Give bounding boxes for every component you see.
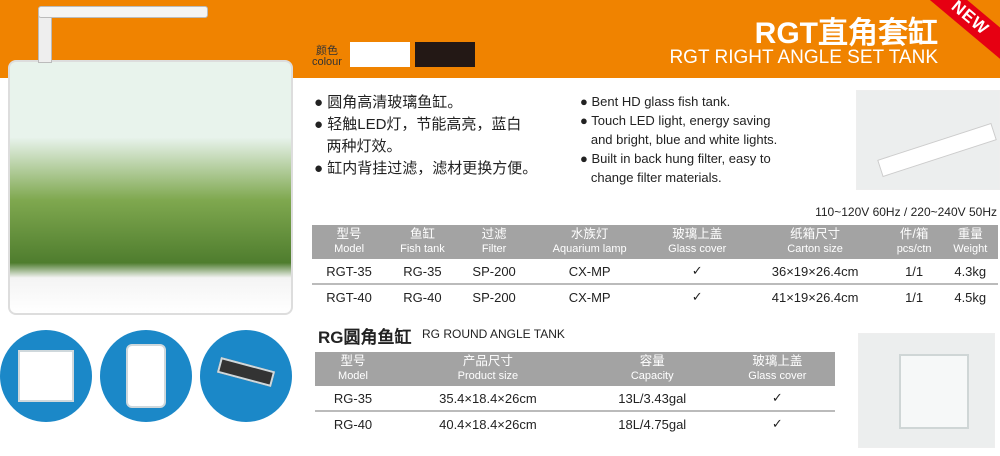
column-header: 玻璃上盖 Glass cover — [649, 225, 745, 259]
feature-cn: 两种灯效。 — [314, 138, 402, 155]
table-cell: 41×19×26.4cm — [744, 283, 886, 309]
table-row: RGT-35 RG-35 SP-200 CX-MP ✓ 36×19×26.4cm 1/1 4.… — [312, 259, 998, 284]
table-cell: RG-35 — [403, 263, 442, 279]
column-header: 容量 Capacity — [584, 352, 720, 386]
feature-cn: ● 轻触LED灯，节能高亮，蓝白 — [314, 116, 522, 133]
table-cell: 35.4×18.4×26cm — [439, 390, 537, 406]
led-lamp-image — [38, 6, 208, 18]
table-cell: ✓ — [649, 283, 745, 309]
column-header: 型号 Model — [312, 225, 387, 259]
round-tank-title-cn: RG圆角鱼缸 — [318, 328, 412, 347]
table-cell: CX-MP — [568, 263, 611, 279]
feature-cn: ● 缸内背挂过滤，滤材更换方便。 — [314, 160, 538, 177]
header-cn: 产品尺寸 — [462, 354, 513, 368]
round-tank-title-en: RG ROUND ANGLE TANK — [422, 327, 565, 341]
table-row: RG-35 35.4×18.4×26cm 13L/3.43gal ✓ — [315, 386, 835, 411]
header-en: Filter — [481, 243, 507, 255]
header-cn: 玻璃上盖 — [672, 227, 723, 241]
table-row: RG-40 40.4×18.4×26cm 18L/4.75gal ✓ — [315, 410, 835, 436]
feature-cn: ● 圆角高清玻璃鱼缸。 — [314, 94, 463, 111]
feature-en: ● Bent HD glass fish tank. — [580, 94, 731, 109]
feature-en: ● Touch LED light, energy saving — [580, 113, 771, 128]
table-cell: RG-40 — [386, 283, 459, 309]
feature-en: and bright, blue and white lights. — [580, 132, 778, 147]
touch-lamp-photo — [856, 90, 1000, 190]
header-en: Fish tank — [400, 243, 445, 255]
column-header: 纸箱尺寸 Carton size — [744, 225, 886, 259]
header-cn: 水族灯 — [570, 227, 609, 241]
feature-en: change filter materials. — [580, 170, 722, 185]
header-en: Carton size — [787, 243, 843, 255]
aquarium-image — [8, 60, 293, 315]
table-cell: SP-200 — [472, 263, 516, 279]
header-cn: 玻璃上盖 — [752, 354, 803, 368]
round-tank-spec-table: 型号 Model 产品尺寸 Product size 容量 Capacity 玻璃上盖 Gla… — [315, 352, 835, 436]
table-cell: ✓ — [691, 263, 703, 278]
features-en: ● Bent HD glass fish tank. ● Touch LED l… — [580, 92, 850, 187]
header-cn: 容量 — [639, 354, 665, 368]
column-header: 水族灯 Aquarium lamp — [529, 225, 650, 259]
header-en: Model — [334, 243, 365, 255]
feature-en: ● Built in back hung filter, easy to — [580, 151, 771, 166]
header-en: Glass cover — [748, 370, 807, 382]
colour-label-cn: 颜色 — [316, 45, 338, 57]
table-cell: 40.4×18.4×26cm — [391, 410, 585, 436]
lamp-detail-image — [200, 330, 292, 422]
tank-detail-image — [0, 330, 92, 422]
column-header: 重量 Weight — [942, 225, 998, 259]
header-en: pcs/ctn — [896, 243, 932, 255]
features-cn: ● 圆角高清玻璃鱼缸。 ● 轻触LED灯，节能高亮，蓝白 两种灯效。 ● 缸内背… — [314, 92, 564, 180]
table-cell: 1/1 — [885, 283, 943, 309]
header-en: Weight — [953, 243, 988, 255]
set-tank-spec-table: 型号 Model 鱼缸 Fish tank 过滤 Filter 水族灯 Aquarium la… — [312, 225, 998, 309]
column-header: 产品尺寸 Product size — [391, 352, 585, 386]
header-cn: 鱼缸 — [409, 227, 435, 241]
table-cell: 13L/3.43gal — [618, 390, 687, 406]
colour-swatch-black — [415, 42, 475, 67]
column-header: 件/箱 pcs/ctn — [885, 225, 943, 259]
table-cell: SP-200 — [458, 283, 530, 309]
header-en: Model — [338, 370, 368, 382]
round-tank-photo — [858, 333, 995, 448]
header-cn: 过滤 — [481, 227, 507, 241]
header-en: Glass cover — [668, 243, 727, 255]
header-cn: 型号 — [340, 354, 366, 368]
table-row: RGT-40 RG-40 SP-200 CX-MP ✓ 41×19×26.4cm 1/1 4.… — [312, 283, 998, 309]
table-cell: RGT-35 — [326, 263, 372, 279]
column-header: 过滤 Filter — [458, 225, 530, 259]
table-cell: RG-35 — [333, 390, 373, 406]
voltage-spec: 110~120V 60Hz / 220~240V 50Hz — [815, 205, 997, 219]
column-header: 玻璃上盖 Glass cover — [719, 352, 835, 386]
product-title-cn: RGT直角套缸 — [754, 17, 938, 50]
header-cn: 重量 — [957, 227, 983, 241]
header-cn: 纸箱尺寸 — [790, 227, 841, 241]
header-cn: 型号 — [336, 227, 362, 241]
header-cn: 件/箱 — [899, 227, 929, 241]
table-cell: CX-MP — [529, 283, 650, 309]
table-cell: 4.5kg — [942, 283, 998, 309]
table-cell: RG-40 — [315, 410, 392, 436]
table-cell: ✓ — [719, 410, 835, 436]
colour-label-en: colour — [312, 56, 342, 68]
table-cell: 18L/4.75gal — [584, 410, 720, 436]
table-cell: 4.3kg — [954, 263, 987, 279]
table-cell: ✓ — [771, 390, 783, 405]
colour-swatch-white — [350, 42, 410, 67]
table-cell: RGT-40 — [312, 283, 387, 309]
header-en: Product size — [457, 370, 519, 382]
table-cell: 1/1 — [905, 263, 924, 279]
column-header: 鱼缸 Fish tank — [386, 225, 459, 259]
table-cell: 36×19×26.4cm — [771, 263, 859, 279]
filter-detail-image — [100, 330, 192, 422]
product-title-en: RGT RIGHT ANGLE SET TANK — [669, 47, 938, 68]
header-en: Aquarium lamp — [552, 243, 627, 255]
header-en: Capacity — [630, 370, 674, 382]
column-header: 型号 Model — [315, 352, 392, 386]
